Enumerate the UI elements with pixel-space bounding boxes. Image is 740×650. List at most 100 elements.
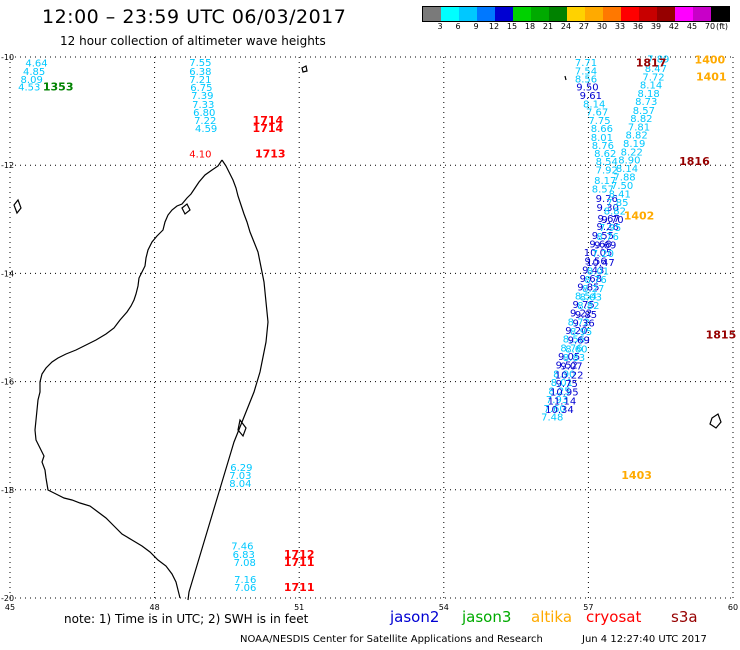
wave-height-value: 7.92 xyxy=(596,165,618,176)
wave-height-value: 7.88 xyxy=(613,172,635,183)
wave-height-value: 8.95 xyxy=(570,327,592,338)
wave-height-value: 8.56 xyxy=(575,74,597,85)
pass-time-label: 1816 xyxy=(679,155,710,168)
wave-height-value: 8.22 xyxy=(621,147,643,158)
wave-height-value: 7.08 xyxy=(234,558,256,569)
wave-height-value: 7.20 xyxy=(592,249,614,260)
wave-height-value: 11.14 xyxy=(548,396,577,407)
footer-note: note: 1) Time is in UTC; 2) SWH is in fe… xyxy=(64,612,309,626)
nosy-be-island xyxy=(181,203,191,215)
lat-lon-grid xyxy=(9,56,734,599)
wave-height-value: 7.93 xyxy=(546,395,568,406)
wave-height-value: 8.56 xyxy=(563,335,585,346)
wave-height-value: 8.57 xyxy=(633,106,655,117)
color-unit-label: (ft) xyxy=(715,22,729,31)
credit-line: NOAA/NESDIS Center for Satellite Applica… xyxy=(240,634,543,645)
wave-height-value: 7.81 xyxy=(628,123,650,134)
wave-height-value: 9.50 xyxy=(576,83,598,94)
legend-jason2: jason2 xyxy=(390,608,440,626)
legend-jason3: jason3 xyxy=(462,608,512,626)
color-swatch-5 xyxy=(513,7,531,21)
pass-time-label: 1713 xyxy=(255,148,286,161)
color-swatch-9 xyxy=(585,7,603,21)
wave-height-value: 8.90 xyxy=(553,369,575,380)
wave-height-value: 8.57 xyxy=(592,184,614,195)
color-tick-label: 70 xyxy=(704,22,716,31)
wave-height-value: 8.03 xyxy=(580,292,602,303)
wave-height-value: 4.85 xyxy=(23,67,45,78)
wave-height-value: 8.14 xyxy=(616,164,638,175)
wave-height-value: 7.75 xyxy=(588,116,610,127)
pass-time-label: 1403 xyxy=(621,469,652,482)
wave-height-value: 9.05 xyxy=(558,352,580,363)
pass-time-label: 1815 xyxy=(706,328,737,341)
wave-height-value: 8.82 xyxy=(577,301,599,312)
wave-height-value: 8.60 xyxy=(565,344,587,355)
color-tick-label: 42 xyxy=(668,22,680,31)
wave-height-value: 8.66 xyxy=(591,124,613,135)
longitude-label: 54 xyxy=(439,603,449,612)
wave-height-value: 9.55 xyxy=(592,231,614,242)
color-tick-label: 39 xyxy=(650,22,662,31)
pass-time-label: 1714 xyxy=(253,114,284,127)
wave-height-value: 4.59 xyxy=(195,124,217,135)
wave-height-value: 6.75 xyxy=(190,83,212,94)
wave-height-value: 10.47 xyxy=(586,258,615,269)
wave-height-value: 8.09 xyxy=(21,75,43,86)
wave-height-value: 7.21 xyxy=(189,75,211,86)
color-swatch-10 xyxy=(603,7,621,21)
wave-height-value: 10.22 xyxy=(555,370,584,381)
wave-height-value: 9.67 xyxy=(598,214,620,225)
wave-height-value: 9.70 xyxy=(601,215,623,226)
wave-height-value: 7.50 xyxy=(611,181,633,192)
longitude-label: 60 xyxy=(728,603,738,612)
wave-height-value: 8.82 xyxy=(625,131,647,142)
madagascar-coastline xyxy=(34,159,223,599)
tromelin-island xyxy=(564,75,567,81)
wave-height-value: 8.41 xyxy=(609,190,631,201)
generated-timestamp: Jun 4 12:27:40 UTC 2017 xyxy=(582,634,707,645)
wave-height-value: 9.26 xyxy=(597,222,619,233)
wave-height-value: 6.83 xyxy=(233,550,255,561)
wave-height-value: 9.07 xyxy=(560,362,582,373)
wave-height-value: 8.27 xyxy=(582,284,604,295)
wave-height-value: 7.22 xyxy=(194,116,216,127)
wave-height-value: 8.76 xyxy=(592,141,614,152)
madagascar-east-coast xyxy=(187,159,269,601)
color-swatch-1 xyxy=(441,7,459,21)
sainte-marie-island xyxy=(237,418,247,438)
color-swatch-15 xyxy=(693,7,711,21)
wave-height-value: 7.72 xyxy=(642,72,664,83)
wave-height-value: 8.54 xyxy=(596,157,618,168)
coastline xyxy=(13,65,722,601)
wave-height-value: 9.69 xyxy=(594,241,616,252)
wave-height-value: 9.75 xyxy=(556,379,578,390)
wave-height-value: 8.01 xyxy=(587,266,609,277)
axis-labels: 45 48 51 54 57 60 -10 -12 -14 -16 -18 -20 xyxy=(1,53,738,612)
latitude-label: -16 xyxy=(1,378,14,387)
wave-height-value: 8.82 xyxy=(630,114,652,125)
pass-time-label: 1400 xyxy=(695,53,726,66)
wave-height-value: 7.71 xyxy=(575,58,597,69)
wave-height-value: 6.38 xyxy=(189,67,211,78)
color-tick-label: 36 xyxy=(632,22,644,31)
wave-height-value: 7.67 xyxy=(586,107,608,118)
color-scale-ticks: 3 6 9 12 15 18 21 24 27 30 33 36 39 42 45 70 (ft) xyxy=(422,22,728,34)
color-tick-label: 45 xyxy=(686,22,698,31)
wave-height-value: 8.18 xyxy=(638,89,660,100)
color-tick-label: 24 xyxy=(560,22,572,31)
wave-height-value: 8.17 xyxy=(594,176,616,187)
seychelles-island xyxy=(301,65,308,73)
wave-height-value: 9.68 xyxy=(580,274,602,285)
wave-height-value: 7.06 xyxy=(234,583,256,594)
color-swatch-13 xyxy=(657,7,675,21)
wave-height-value: 8.76 xyxy=(584,275,606,286)
legend-cryosat: cryosat xyxy=(586,608,642,626)
wave-height-value: 10.95 xyxy=(550,388,579,399)
wave-height-value: 8.14 xyxy=(640,80,662,91)
pass-time-label: 1711 xyxy=(284,556,315,569)
wave-height-value: 7.89 xyxy=(647,54,669,65)
wave-height-value: 8.73 xyxy=(635,97,657,108)
wave-height-value: 8.47 xyxy=(645,64,667,75)
